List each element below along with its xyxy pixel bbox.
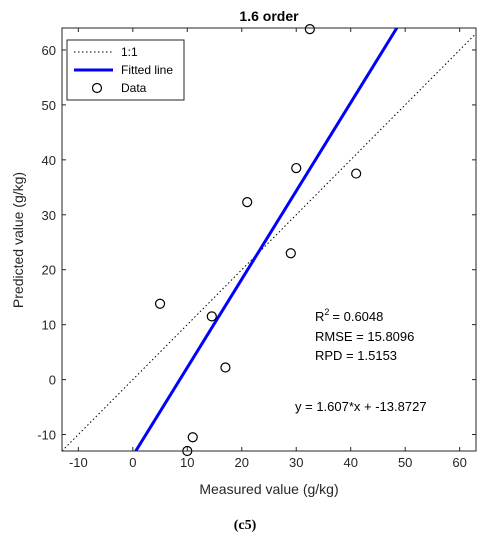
data-point xyxy=(187,432,198,443)
data-point xyxy=(285,248,296,259)
x-tick-label: 0 xyxy=(129,455,136,470)
y-tick-label: 30 xyxy=(42,208,56,223)
legend: 1:1 Fitted line Data xyxy=(66,39,185,101)
data-point xyxy=(351,168,362,179)
x-tick-label: -10 xyxy=(69,455,88,470)
y-tick-label: 40 xyxy=(42,153,56,168)
y-axis-label: Predicted value (g/kg) xyxy=(10,172,26,308)
figure-caption: (c5) xyxy=(233,518,257,533)
rpd-stat: RPD = 1.5153 xyxy=(315,348,397,363)
data-point xyxy=(291,162,302,174)
r2-label: R xyxy=(315,309,324,324)
y-tick-label: 10 xyxy=(42,318,56,333)
y-tick-label: -10 xyxy=(37,428,56,443)
data-point xyxy=(242,197,253,208)
data-point xyxy=(220,362,231,373)
x-tick-label: 20 xyxy=(235,455,249,470)
fitted-line xyxy=(134,28,399,451)
y-tick-label: 50 xyxy=(42,98,56,113)
x-tick-label: 30 xyxy=(289,455,303,470)
x-axis: -10 0 10 20 30 40 50 60 xyxy=(69,28,467,470)
data-point xyxy=(154,298,166,309)
y-tick-label: 0 xyxy=(49,373,56,388)
plot-frame xyxy=(61,27,477,452)
legend-fitted-label: Fitted line xyxy=(121,63,173,77)
r2-value: = 0.6048 xyxy=(332,309,383,324)
x-axis-label: Measured value (g/kg) xyxy=(199,481,338,497)
chart-title: 1.6 order xyxy=(239,8,299,24)
x-tick-label: 40 xyxy=(343,455,357,470)
fit-equation: y = 1.607*x + -13.8727 xyxy=(295,399,427,414)
x-tick-label: 50 xyxy=(398,455,412,470)
x-tick-label: 60 xyxy=(452,455,466,470)
y-tick-label: 60 xyxy=(42,43,56,58)
data-point xyxy=(304,23,315,35)
y-axis: -10 0 10 20 30 40 50 60 xyxy=(37,43,476,443)
legend-data-marker xyxy=(91,82,103,94)
legend-data-label: Data xyxy=(121,81,147,95)
stats-annotation: R2 = 0.6048 RMSE = 15.8096 RPD = 1.5153 y… xyxy=(295,307,427,414)
r2-stat: R2 = 0.6048 xyxy=(315,307,383,324)
y-tick-label: 20 xyxy=(42,263,56,278)
data-point xyxy=(206,311,217,322)
r2-superscript: 2 xyxy=(324,307,329,317)
rmse-stat: RMSE = 15.8096 xyxy=(315,329,414,344)
x-tick-label: 10 xyxy=(180,455,194,470)
legend-one-to-one-label: 1:1 xyxy=(121,45,138,59)
